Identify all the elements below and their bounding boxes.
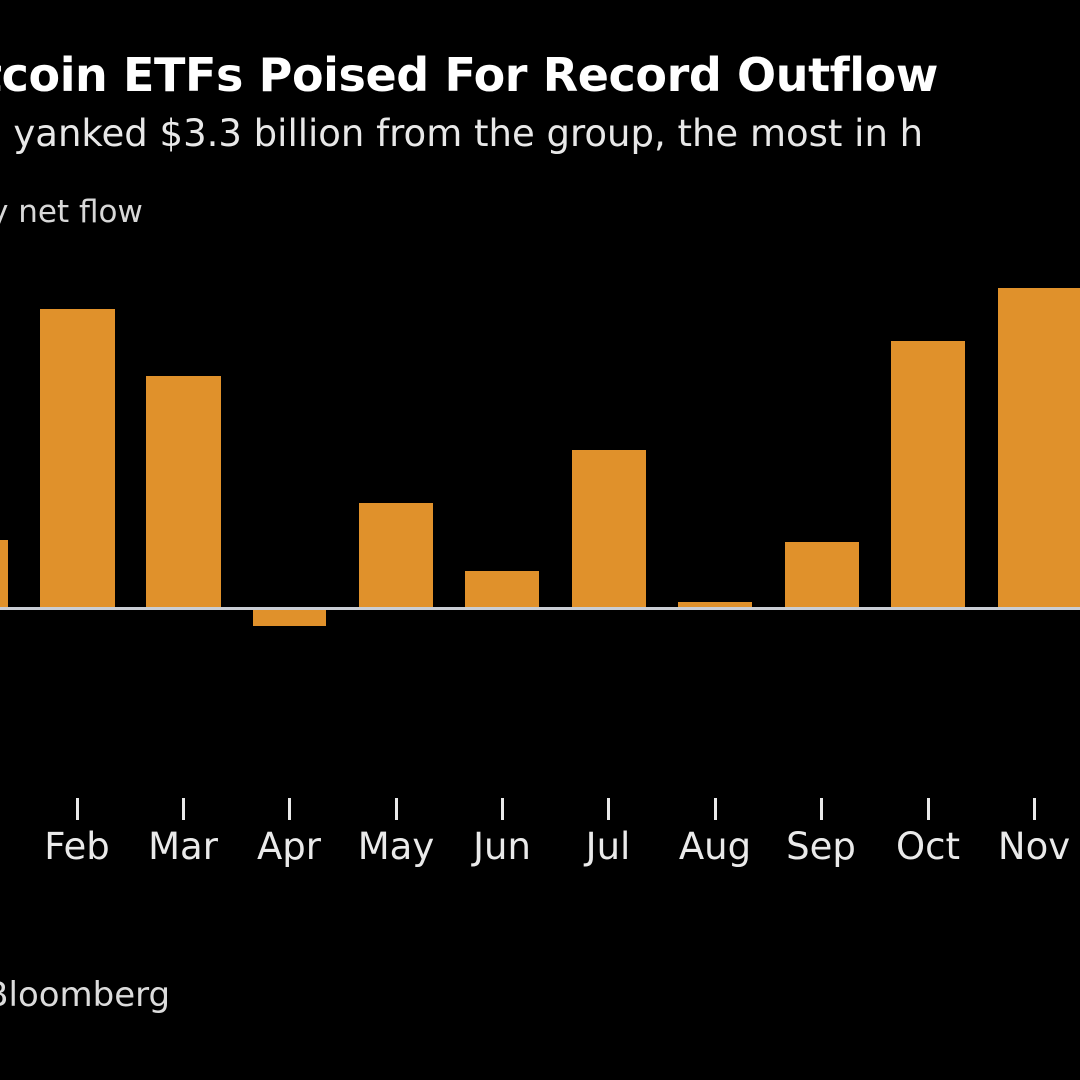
x-label-sep: Sep [786,825,856,868]
x-label-feb: Feb [44,825,110,868]
bar-mar [146,376,221,608]
bar-jan [0,540,8,608]
x-tick-may [395,798,398,820]
bar-aug [678,602,752,608]
x-label-mar: Mar [148,825,218,868]
x-tick-jun [501,798,504,820]
bar-may [359,503,433,608]
x-tick-sep [820,798,823,820]
chart-subtitle: tors yanked $3.3 billion from the group,… [0,112,924,155]
bar-oct [891,341,965,608]
x-axis-year-label: 4 [0,878,2,915]
x-tick-aug [714,798,717,820]
x-tick-oct [927,798,930,820]
x-tick-apr [288,798,291,820]
x-tick-mar [182,798,185,820]
bar-sep [785,542,859,608]
y-axis-unit-label: nthly net flow [0,194,143,230]
zero-baseline [0,607,1080,610]
x-label-apr: Apr [256,825,322,868]
x-label-jun: Jun [473,825,531,868]
bar-jul [572,450,646,608]
x-axis: Feb Mar Apr May Jun Jul Aug Sep Oct Nov [0,780,1080,900]
bar-feb [40,309,115,608]
x-tick-jul [607,798,610,820]
bar-apr [253,608,326,626]
x-tick-feb [76,798,79,820]
source-attribution: e: Bloomberg [0,975,171,1015]
x-label-oct: Oct [896,825,960,868]
plot-area [0,260,1080,780]
x-label-may: May [357,825,435,868]
x-tick-nov [1033,798,1036,820]
x-label-jul: Jul [585,825,631,868]
bar-jun [465,571,539,608]
x-label-nov: Nov [997,825,1071,868]
x-label-aug: Aug [678,825,752,868]
bar-nov [998,288,1080,608]
chart-title: Bitcoin ETFs Poised For Record Outflow [0,48,938,102]
